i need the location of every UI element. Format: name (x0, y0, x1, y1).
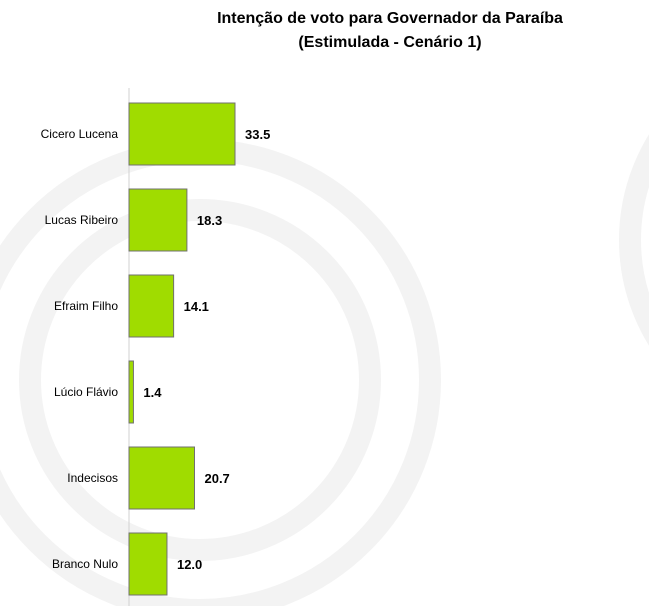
data-label: 1.4 (143, 385, 162, 400)
bar (128, 446, 195, 510)
bar (128, 188, 188, 252)
category-label: Lucas Ribeiro (45, 213, 119, 227)
category-label: Indecisos (67, 471, 118, 485)
chart-title: Intenção de voto para Governador da Para… (217, 10, 563, 27)
bar (128, 360, 134, 424)
bar (128, 274, 175, 338)
category-label: Efraim Filho (54, 299, 118, 313)
data-label: 12.0 (177, 557, 202, 572)
category-label: Lúcio Flávio (54, 385, 118, 399)
bar (128, 532, 168, 596)
data-label: 33.5 (245, 127, 270, 142)
chart-subtitle: (Estimulada - Cenário 1) (298, 34, 482, 51)
category-label: Cicero Lucena (41, 127, 119, 141)
data-label: 20.7 (204, 471, 229, 486)
data-label: 14.1 (184, 299, 209, 314)
category-label: Branco Nulo (52, 557, 118, 571)
data-label: 18.3 (197, 213, 222, 228)
bar (128, 102, 236, 166)
